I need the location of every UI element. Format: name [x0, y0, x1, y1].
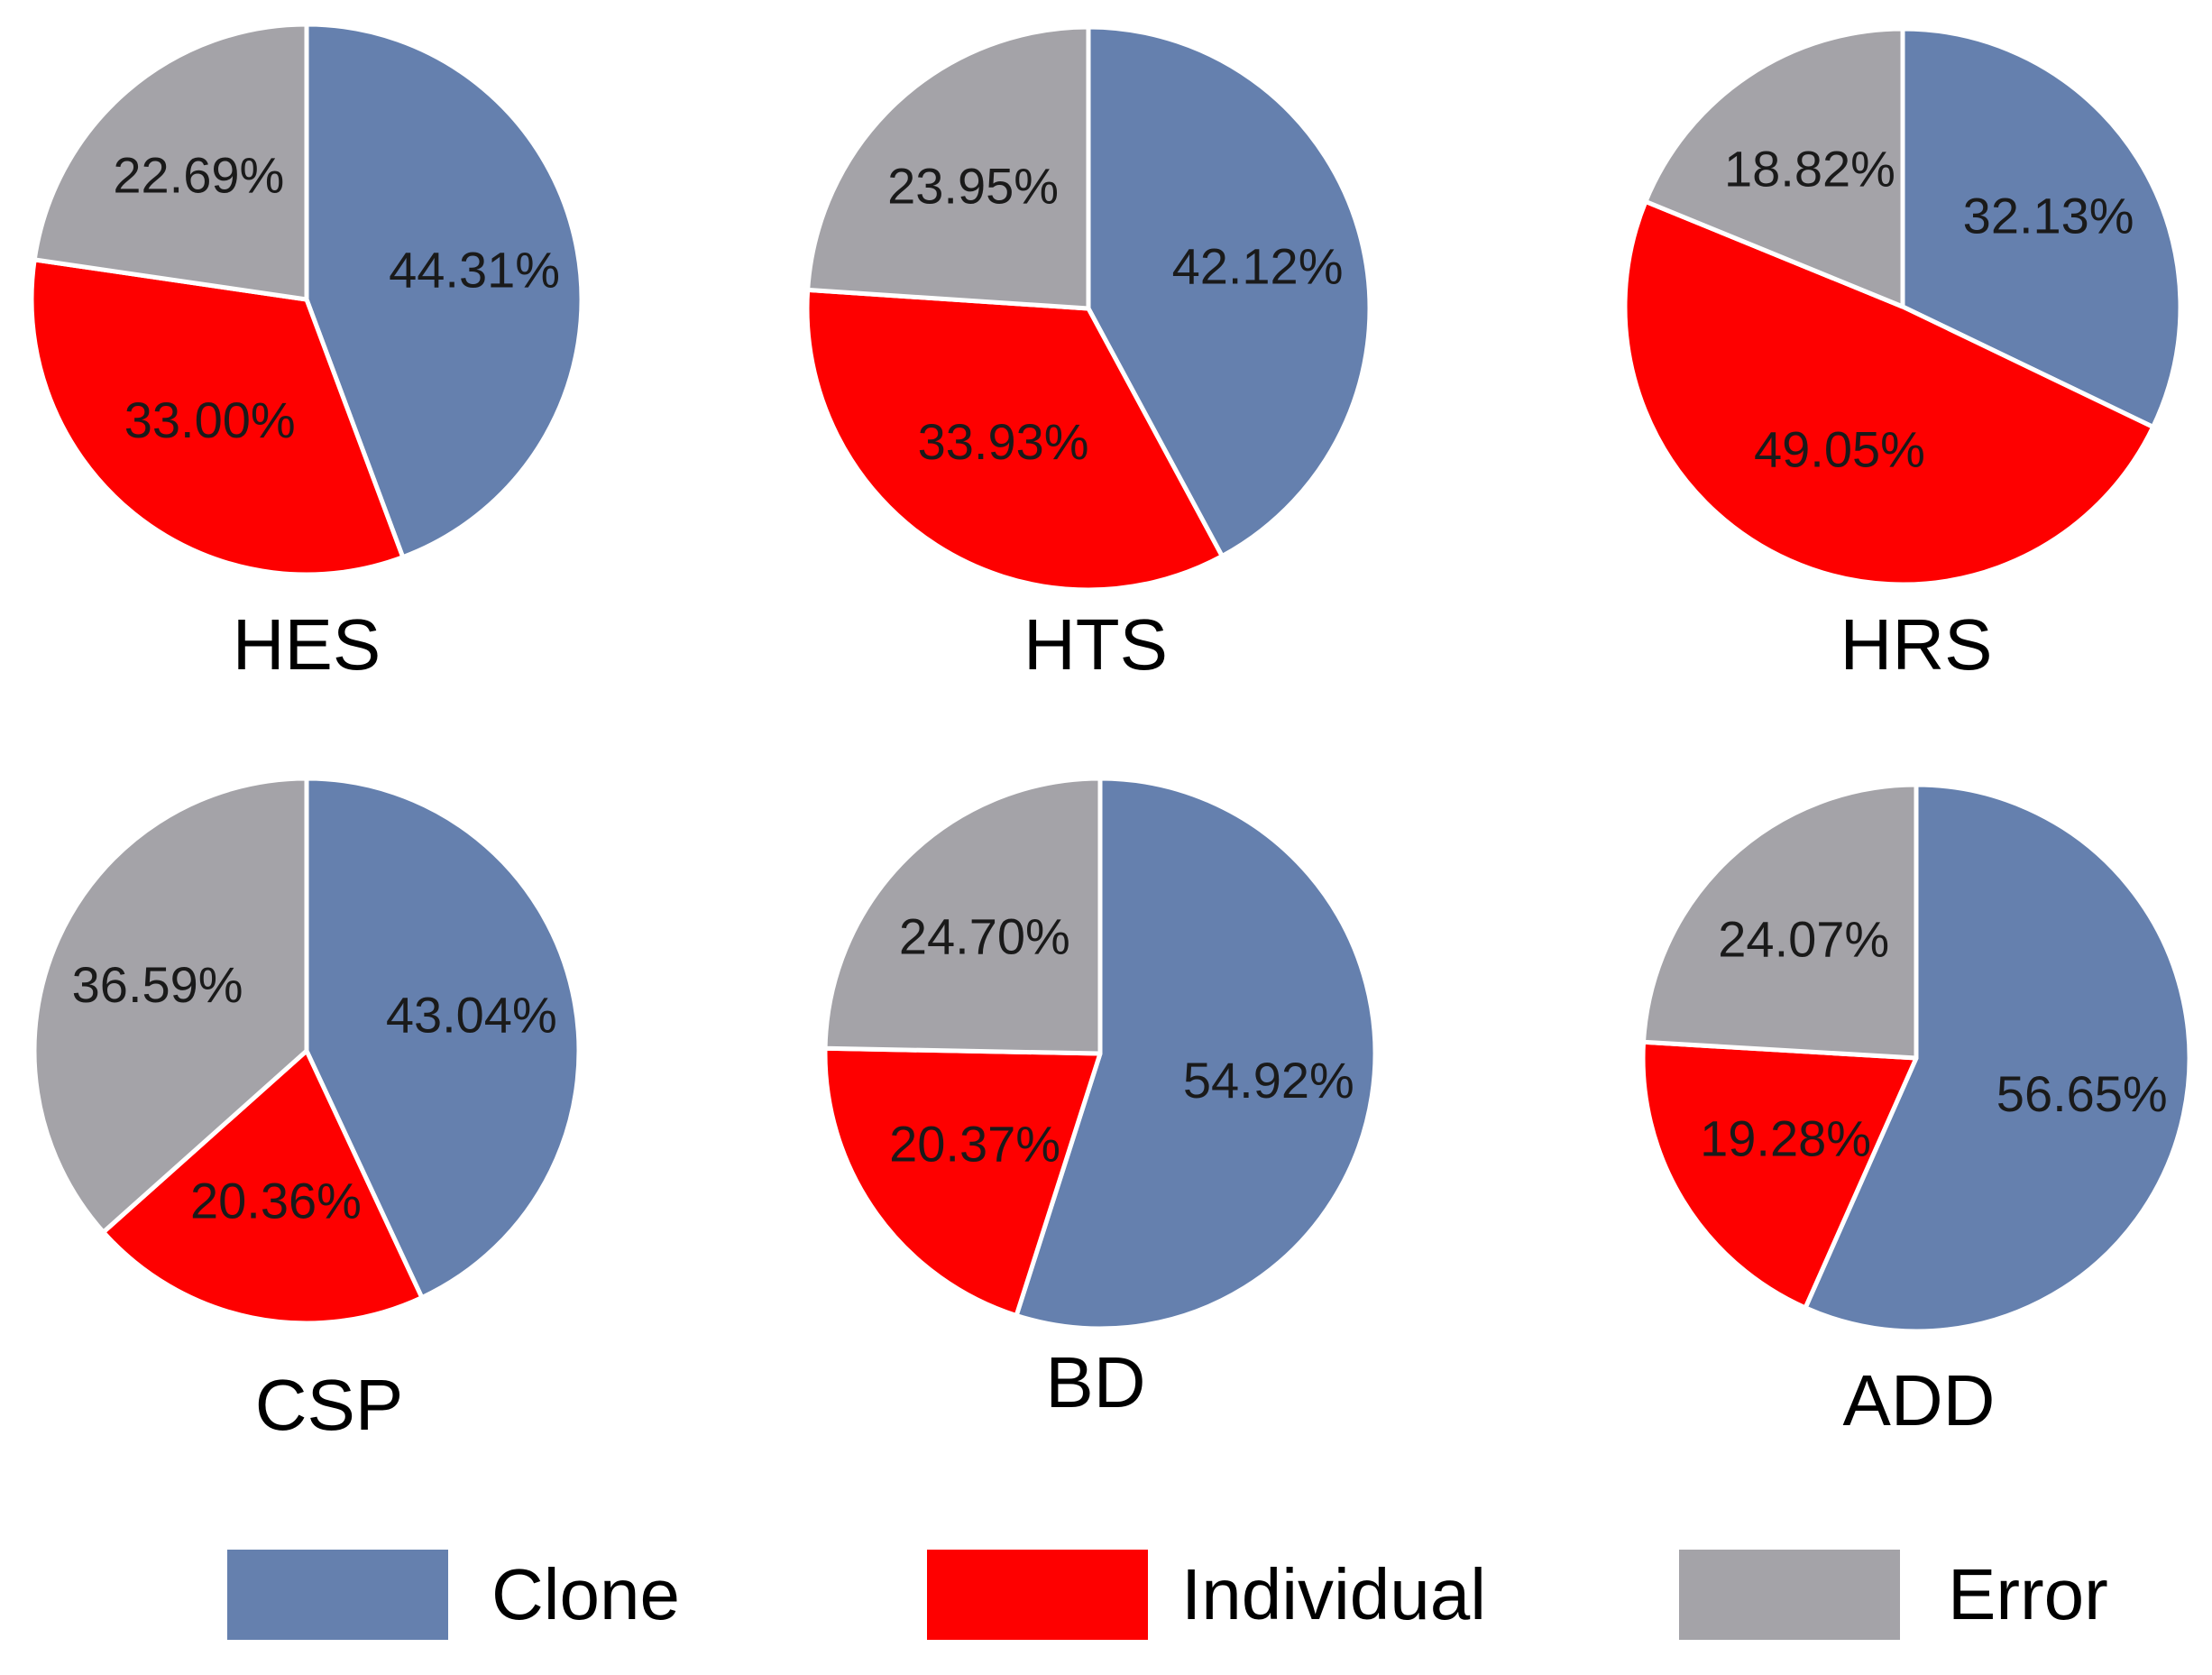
slice-label-individual: 20.37%: [889, 1115, 1060, 1172]
slice-individual: [822, 1045, 1103, 1319]
legend-swatch: [227, 1550, 448, 1640]
pie-title: HRS: [1840, 604, 1993, 685]
slice-label-clone: 43.04%: [386, 986, 557, 1043]
pie-hes: 44.31% 33.00% 22.69% HES: [29, 22, 584, 685]
slice-label-clone: 32.13%: [1963, 187, 2134, 244]
pie-hrs: 32.13% 49.05% 18.82% HRS: [1622, 26, 2183, 685]
pie-title: ADD: [1843, 1360, 1996, 1440]
slice-label-clone: 42.12%: [1172, 238, 1344, 295]
slice-label-clone: 56.65%: [1996, 1065, 2168, 1122]
slice-clone: [304, 22, 584, 560]
slice-error: [1643, 26, 1905, 309]
pie-title: BD: [1045, 1342, 1145, 1422]
slice-individual: [1622, 198, 2156, 587]
pie-title: CSP: [255, 1365, 404, 1445]
slice-error: [32, 22, 309, 302]
pie-csp: 43.04% 20.36% 36.59% CSP: [32, 776, 582, 1445]
legend: Clone Individual Error: [227, 1550, 2108, 1640]
slice-label-error: 36.59%: [72, 956, 243, 1013]
slice-error: [32, 776, 309, 1235]
pie-charts: 44.31% 33.00% 22.69% HES 42.12% 33.93% 23.95% H…: [29, 22, 2192, 1445]
legend-label: Clone: [491, 1554, 680, 1634]
slice-individual: [101, 1048, 425, 1326]
slice-clone: [1086, 24, 1372, 559]
slice-label-individual: 33.00%: [124, 391, 296, 448]
legend-label: Error: [1948, 1554, 2108, 1634]
legend-swatch: [927, 1550, 1148, 1640]
slice-clone: [304, 776, 582, 1301]
legend-item-individual: Individual: [927, 1550, 1486, 1640]
slice-label-error: 23.95%: [887, 157, 1059, 214]
legend-item-error: Error: [1679, 1550, 2108, 1640]
slice-label-error: 24.70%: [899, 907, 1070, 964]
slice-label-error: 18.82%: [1724, 141, 1895, 198]
slice-label-error: 22.69%: [113, 147, 284, 204]
pie-hts: 42.12% 33.93% 23.95% HTS: [804, 24, 1372, 685]
slice-label-individual: 20.36%: [190, 1173, 362, 1229]
slice-label-clone: 54.92%: [1183, 1052, 1354, 1109]
slice-individual: [1640, 1039, 1919, 1311]
slice-label-clone: 44.31%: [389, 241, 560, 298]
slice-individual: [804, 287, 1225, 593]
legend-label: Individual: [1181, 1554, 1486, 1634]
pie-title: HTS: [1023, 604, 1168, 685]
pie-title: HES: [233, 604, 381, 685]
slice-label-individual: 49.05%: [1754, 421, 1925, 478]
slice-error: [805, 24, 1091, 311]
legend-swatch: [1679, 1550, 1900, 1640]
slice-error: [1641, 782, 1919, 1061]
pie-bd: 54.92% 20.37% 24.70% BD: [822, 776, 1378, 1422]
pie-add: 56.65% 19.28% 24.07% ADD: [1640, 782, 2192, 1440]
slice-label-error: 24.07%: [1718, 911, 1889, 968]
slice-label-individual: 33.93%: [918, 413, 1089, 470]
legend-item-clone: Clone: [227, 1550, 680, 1640]
slice-error: [822, 776, 1103, 1056]
slice-clone: [1014, 776, 1378, 1331]
slice-clone: [1900, 26, 2183, 429]
slice-individual: [29, 257, 406, 577]
slice-label-individual: 19.28%: [1700, 1109, 1871, 1166]
slice-clone: [1803, 782, 2192, 1334]
